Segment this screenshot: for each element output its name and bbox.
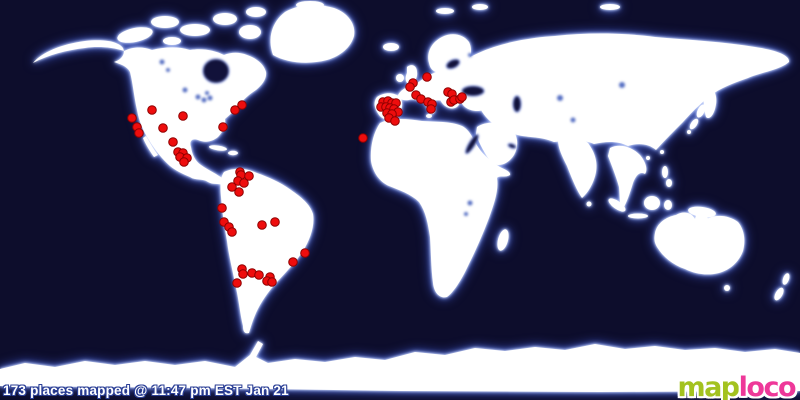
ireland xyxy=(396,74,404,82)
iceland xyxy=(383,43,399,51)
landmasses xyxy=(0,1,800,392)
arctic-islands xyxy=(117,1,620,45)
caribbean-islands xyxy=(209,145,238,156)
visit-marker xyxy=(358,133,368,143)
continent-asia xyxy=(466,33,790,151)
visit-marker xyxy=(218,122,228,132)
visit-marker xyxy=(168,137,178,147)
australia xyxy=(654,208,745,275)
japan-islands xyxy=(687,89,706,134)
visit-marker xyxy=(178,111,188,121)
visit-marker xyxy=(426,104,436,114)
tasmania xyxy=(724,285,730,291)
southeast-asia-islands xyxy=(608,150,716,219)
india xyxy=(558,136,597,198)
visit-marker xyxy=(179,157,189,167)
visit-marker xyxy=(230,105,240,115)
logo-map-text: map xyxy=(677,372,740,400)
lakes xyxy=(159,53,625,216)
inland-seas xyxy=(202,58,522,155)
arabia xyxy=(476,122,518,166)
visit-marker xyxy=(239,178,249,188)
visit-marker xyxy=(227,227,237,237)
visit-marker xyxy=(244,171,254,181)
places-mapped-caption: 173 places mapped @ 11:47 pm EST Jan 21 xyxy=(3,383,289,398)
visit-marker xyxy=(134,128,144,138)
visit-marker xyxy=(158,123,168,133)
antarctica xyxy=(0,341,800,392)
visit-marker xyxy=(390,116,400,126)
visit-marker xyxy=(127,113,137,123)
visit-marker xyxy=(288,257,298,267)
visit-marker xyxy=(217,203,227,213)
scandinavia xyxy=(428,34,472,80)
visit-marker xyxy=(267,277,277,287)
sri-lanka xyxy=(586,201,592,207)
indochina xyxy=(608,145,647,209)
visit-marker xyxy=(238,269,248,279)
visit-marker xyxy=(405,82,415,92)
continent-africa xyxy=(370,119,511,298)
sicily xyxy=(426,114,432,118)
visit-marker xyxy=(234,187,244,197)
visit-marker xyxy=(147,105,157,115)
madagascar xyxy=(497,229,509,251)
new-zealand xyxy=(774,273,790,301)
korea xyxy=(665,116,673,129)
visit-marker xyxy=(257,220,267,230)
visit-marker xyxy=(300,248,310,258)
kamchatka xyxy=(703,86,717,119)
continent-south-america xyxy=(220,168,314,334)
visit-markers xyxy=(127,72,467,288)
visit-marker xyxy=(270,217,280,227)
visit-marker xyxy=(227,182,237,192)
greenland xyxy=(270,4,355,63)
visit-marker xyxy=(237,100,247,110)
logo-loco-text: loco xyxy=(738,372,797,400)
maploco-logo[interactable]: maploco xyxy=(677,372,797,400)
visit-marker xyxy=(422,72,432,82)
visit-marker xyxy=(254,270,264,280)
visit-marker xyxy=(232,278,242,288)
baja-peninsula xyxy=(143,136,158,157)
visit-marker xyxy=(457,92,467,102)
